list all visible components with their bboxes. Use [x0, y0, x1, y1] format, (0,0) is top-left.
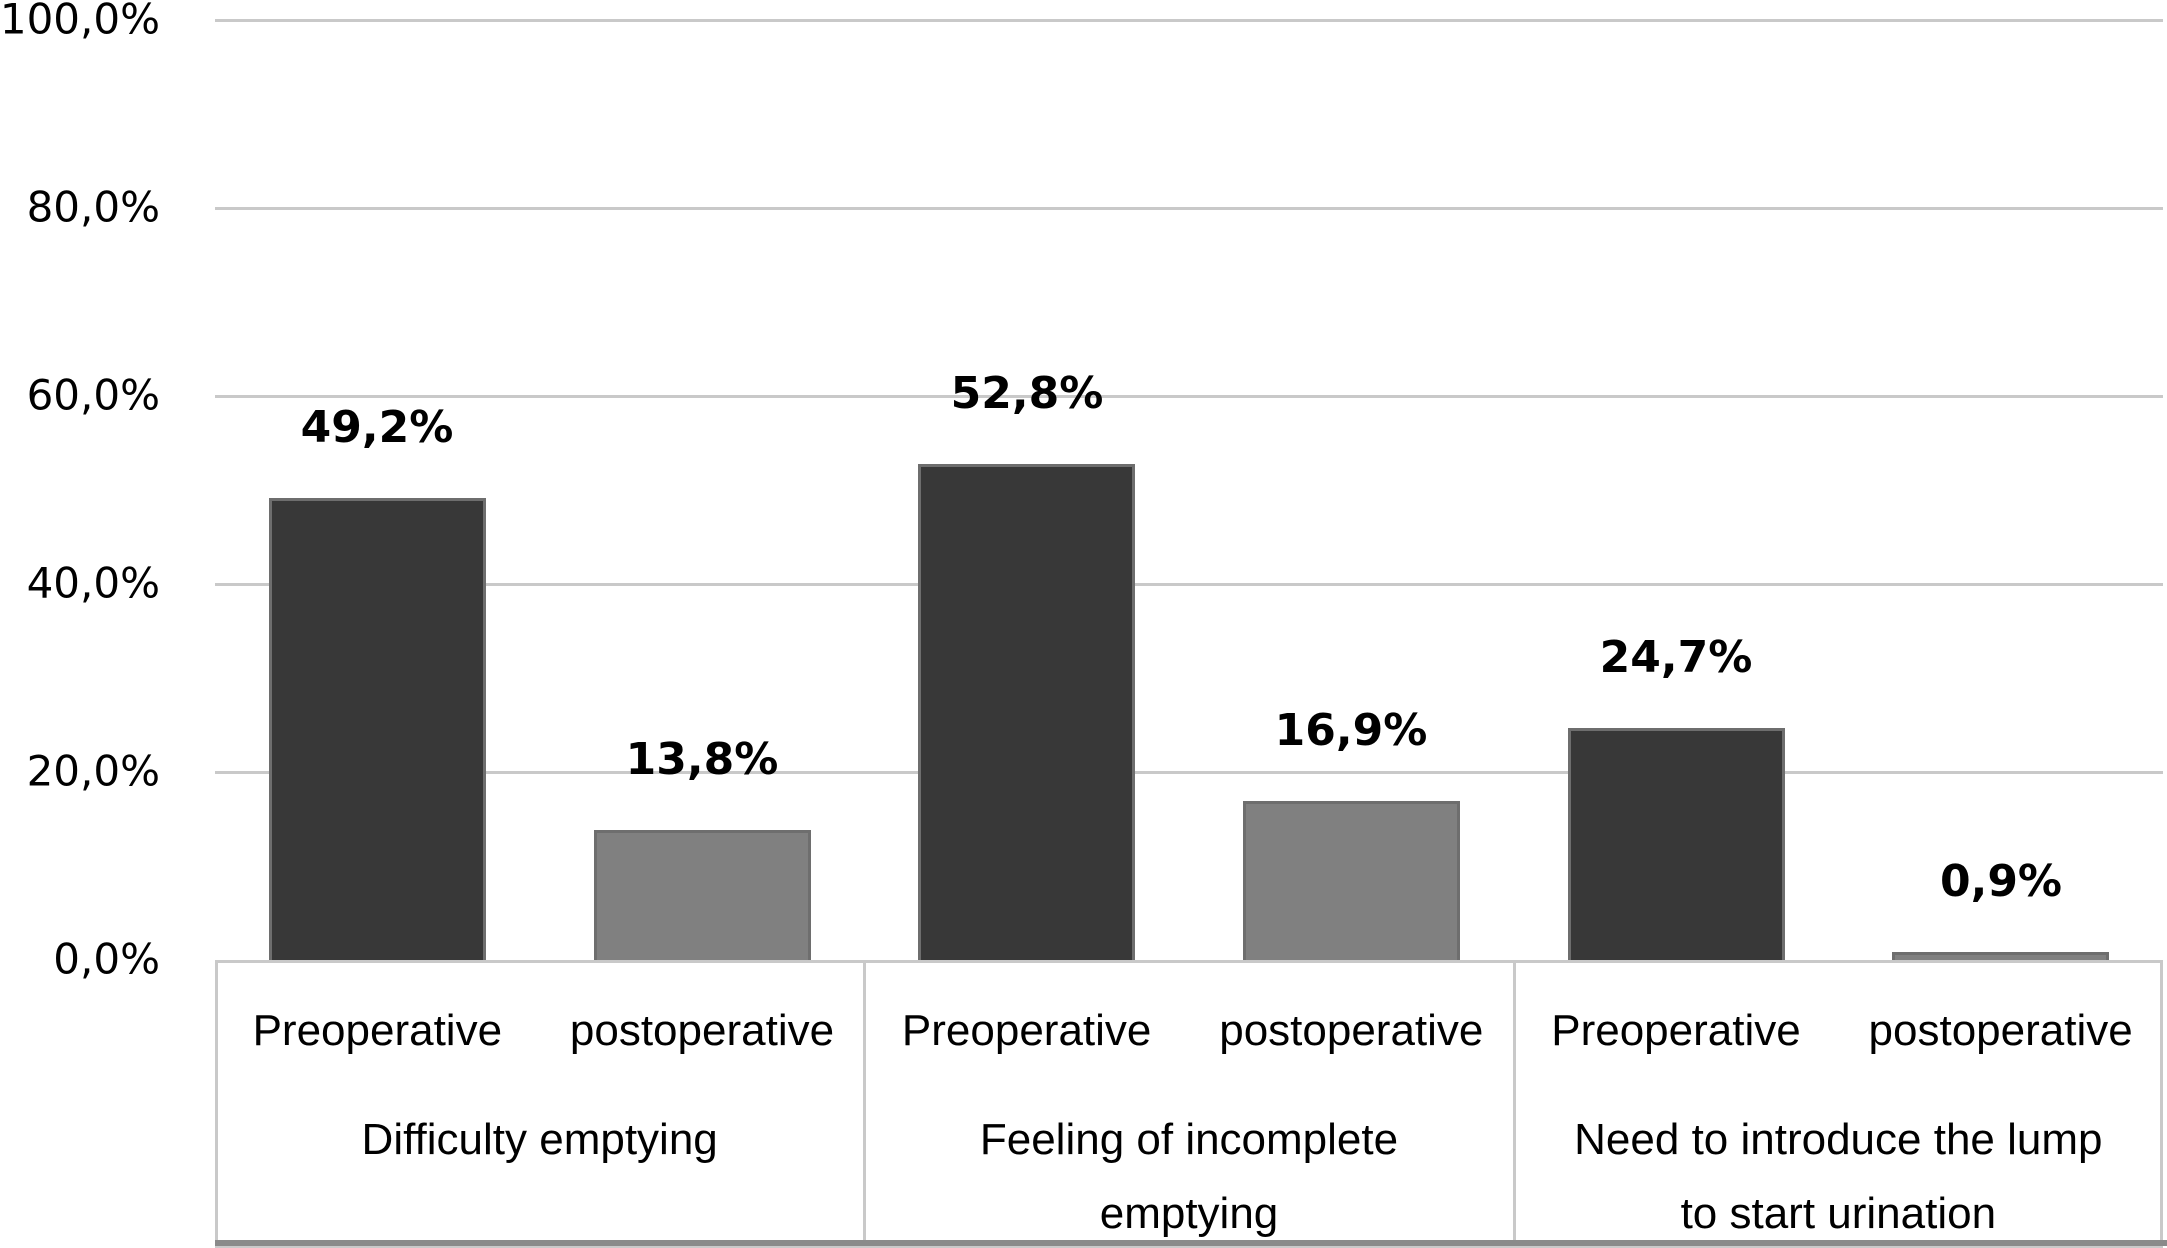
bar-postoperative	[594, 830, 811, 960]
y-axis-tick-label: 20,0%	[26, 746, 160, 796]
y-axis-tick-label: 80,0%	[26, 182, 160, 232]
series-labels-row: Preoperative postoperative	[864, 1005, 1513, 1057]
bar-preoperative	[269, 498, 486, 960]
bar-value-label: 13,8%	[625, 734, 779, 785]
category-label: Need to introduce the lump to start urin…	[1574, 1115, 2103, 1238]
category-axis-box	[215, 960, 2163, 1248]
category-label: Difficulty emptying	[361, 1115, 718, 1164]
y-axis-tick-label: 0,0%	[53, 934, 160, 984]
category-divider	[863, 960, 867, 1248]
series-labels-row: Preoperative postoperative	[215, 1005, 864, 1057]
bar-value-label: 24,7%	[1599, 632, 1753, 683]
gridline	[215, 771, 2163, 774]
bar-value-label: 49,2%	[300, 402, 454, 453]
y-axis-tick-label: 40,0%	[26, 558, 160, 608]
y-axis-tick-label: 60,0%	[26, 370, 160, 420]
bar-value-label: 0,9%	[1939, 856, 2063, 907]
series-label-postoperative: postoperative	[1868, 1006, 2133, 1055]
series-label-preoperative: Preoperative	[252, 1006, 503, 1055]
bar-postoperative	[1892, 952, 2109, 960]
gridline	[215, 395, 2163, 398]
bar-postoperative	[1243, 801, 1460, 960]
category-divider	[1512, 960, 1516, 1248]
series-label-postoperative: postoperative	[569, 1006, 835, 1055]
bar-preoperative	[918, 464, 1135, 960]
series-label-preoperative: Preoperative	[1551, 1006, 1801, 1055]
series-label-postoperative: postoperative	[1219, 1006, 1484, 1055]
bar-value-label: 16,9%	[1274, 705, 1428, 756]
gridline	[215, 583, 2163, 586]
series-label-preoperative: Preoperative	[901, 1006, 1152, 1055]
series-labels-row: Preoperative postoperative	[1514, 1005, 2163, 1057]
bar-preoperative	[1568, 728, 1785, 960]
gridline	[215, 19, 2163, 22]
bar-value-label: 52,8%	[950, 368, 1104, 419]
y-axis-tick-label: 100,0%	[0, 0, 160, 44]
gridline	[215, 207, 2163, 210]
figure-bottom-rule	[215, 1240, 2167, 1246]
category-label: Feeling of incomplete emptying	[979, 1115, 1399, 1238]
